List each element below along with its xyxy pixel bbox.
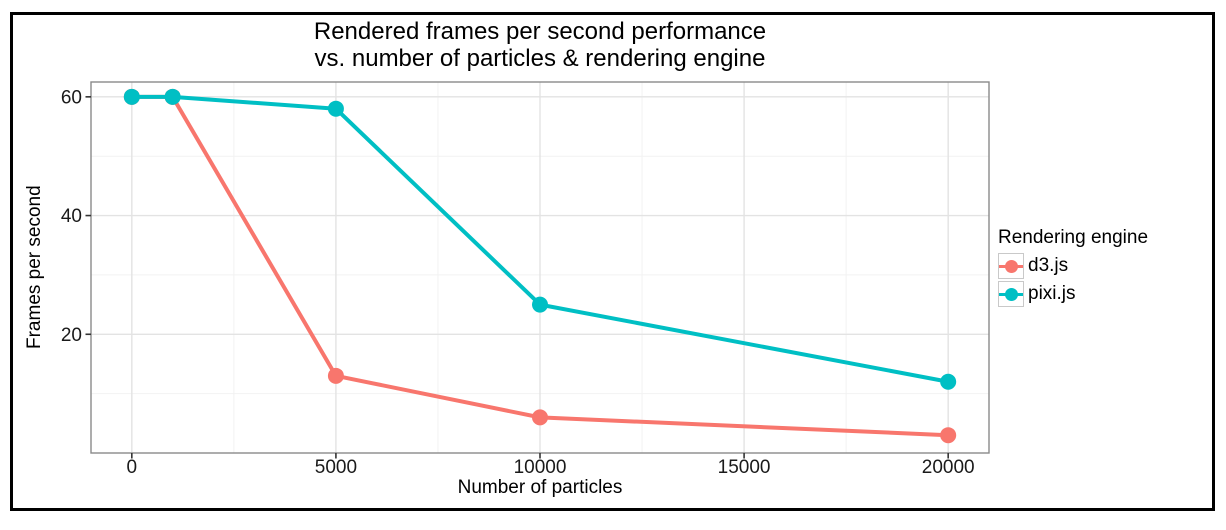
- data-point-pixijs-20000: [940, 373, 957, 390]
- x-tick-label-5000: 5000: [315, 457, 357, 478]
- data-point-pixijs-0: [123, 88, 140, 105]
- chart-title-line-2: vs. number of particles & rendering engi…: [314, 45, 766, 72]
- y-tick-label-20: 20: [61, 325, 82, 346]
- x-tick-label-20000: 20000: [922, 457, 975, 478]
- legend-key-icon: [998, 281, 1024, 307]
- legend: Rendering engine d3.js pixi.js: [998, 227, 1148, 309]
- chart-title-line-1: Rendered frames per second performance: [313, 18, 767, 45]
- data-point-d3js-20000: [940, 427, 957, 444]
- data-point-pixijs-1000: [164, 88, 181, 105]
- data-point-pixijs-10000: [532, 296, 548, 313]
- chart-title: Rendered frames per second performance v…: [91, 18, 989, 72]
- y-axis-title: Frames per second: [24, 185, 45, 350]
- legend-item-pixijs: pixi.js: [998, 281, 1148, 307]
- legend-key-dot: [1004, 287, 1018, 301]
- legend-label-pixijs: pixi.js: [1028, 283, 1076, 304]
- data-point-pixijs-5000: [327, 100, 344, 117]
- x-tick-label-10000: 10000: [514, 457, 567, 478]
- legend-item-d3js: d3.js: [998, 253, 1148, 279]
- data-point-d3js-10000: [532, 409, 548, 426]
- x-tick-label-15000: 15000: [718, 457, 771, 478]
- x-axis-title: Number of particles: [457, 477, 623, 498]
- y-tick-label-40: 40: [61, 206, 82, 227]
- legend-key-dot: [1004, 259, 1018, 273]
- data-point-d3js-5000: [327, 367, 344, 384]
- legend-items: d3.js pixi.js: [998, 253, 1148, 307]
- legend-key-icon: [998, 253, 1024, 279]
- legend-title: Rendering engine: [998, 227, 1149, 248]
- x-tick-label-0: 0: [127, 457, 138, 478]
- y-tick-label-60: 60: [61, 87, 82, 108]
- legend-label-d3js: d3.js: [1028, 255, 1069, 276]
